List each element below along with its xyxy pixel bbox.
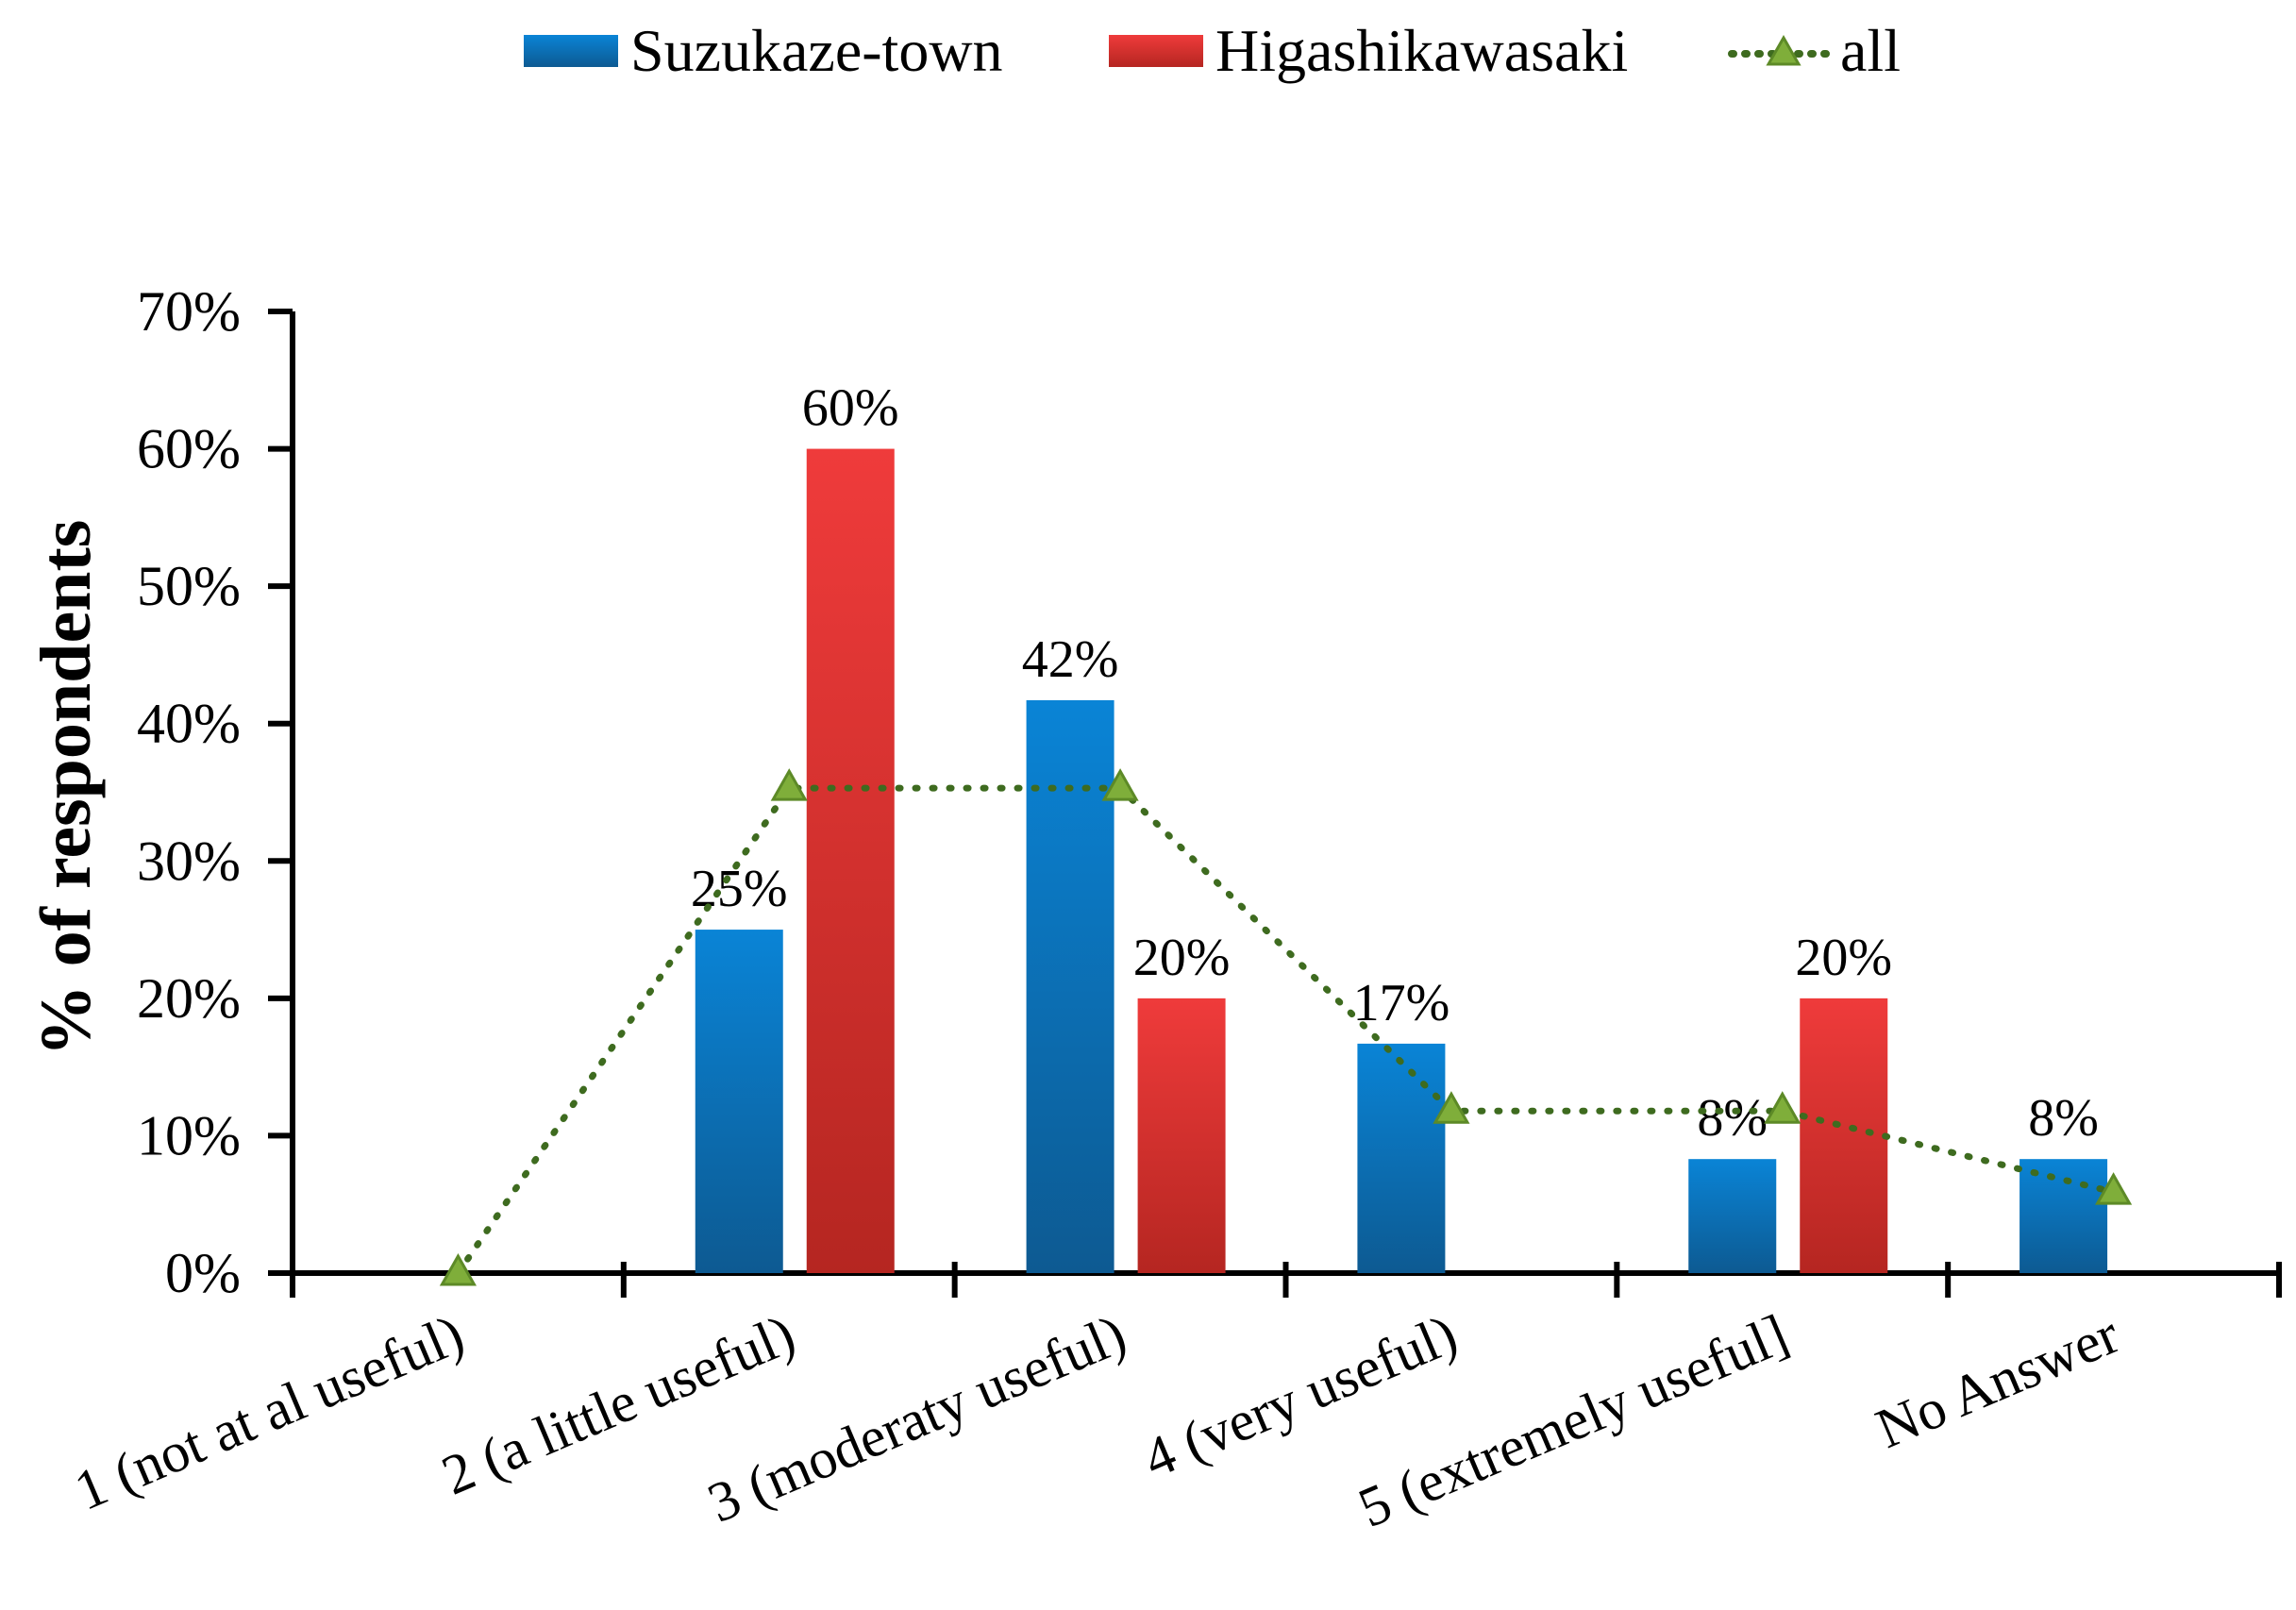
x-category-label: 1 (not at al useful): [66, 1302, 473, 1522]
bar-higashikawasaki: [1800, 998, 1888, 1273]
y-tick-label: 20%: [137, 967, 241, 1030]
legend-swatch-suzukaze: [524, 35, 618, 67]
data-label: 8%: [2028, 1089, 2099, 1148]
marker-all: [1764, 1091, 1802, 1124]
data-label: 42%: [1022, 630, 1119, 689]
line-all: [454, 784, 2118, 1277]
x-category-label: No Answer: [1868, 1302, 2128, 1460]
bar-suzukaze: [1026, 699, 1114, 1273]
data-label: 8%: [1697, 1089, 1768, 1148]
y-tick-label: 40%: [137, 693, 241, 755]
bar-suzukaze: [1688, 1159, 1777, 1273]
data-label: 17%: [1353, 974, 1450, 1032]
legend-marker-all: [1766, 34, 1802, 66]
plot-area: 0% 10% 20% 30% 40% 50% 60% 70% 1 (not at al usef…: [66, 280, 2282, 1539]
marker-all: [1433, 1091, 1470, 1124]
data-label: 20%: [1133, 929, 1231, 987]
bar-suzukaze: [695, 930, 783, 1273]
legend-label-all: all: [1840, 17, 1901, 84]
marker-all: [770, 768, 808, 801]
y-tick-label: 70%: [137, 280, 241, 343]
bar-higashikawasaki: [806, 448, 895, 1274]
legend-swatch-higashikawasaki: [1109, 35, 1203, 67]
data-label: 60%: [802, 379, 899, 438]
data-label: 20%: [1795, 929, 1892, 987]
marker-all: [1101, 768, 1139, 801]
legend-label-suzukaze: Suzukaze-town: [630, 17, 1003, 84]
marker-all: [439, 1252, 477, 1286]
bar-suzukaze: [1357, 1043, 1446, 1273]
bar-higashikawasaki: [1137, 998, 1226, 1273]
y-tick-label: 30%: [137, 830, 241, 892]
y-tick-label: 60%: [137, 418, 241, 480]
bar-suzukaze: [2019, 1159, 2108, 1273]
y-tick-label: 10%: [137, 1104, 241, 1166]
y-tick-label: 50%: [137, 555, 241, 617]
legend: Suzukaze-town Higashikawasaki all: [524, 17, 1901, 84]
y-tick-label: 0%: [165, 1242, 241, 1304]
marker-all: [2095, 1172, 2133, 1205]
legend-label-higashikawasaki: Higashikawasaki: [1215, 17, 1628, 84]
y-axis-label: % of respondents: [26, 520, 106, 1057]
